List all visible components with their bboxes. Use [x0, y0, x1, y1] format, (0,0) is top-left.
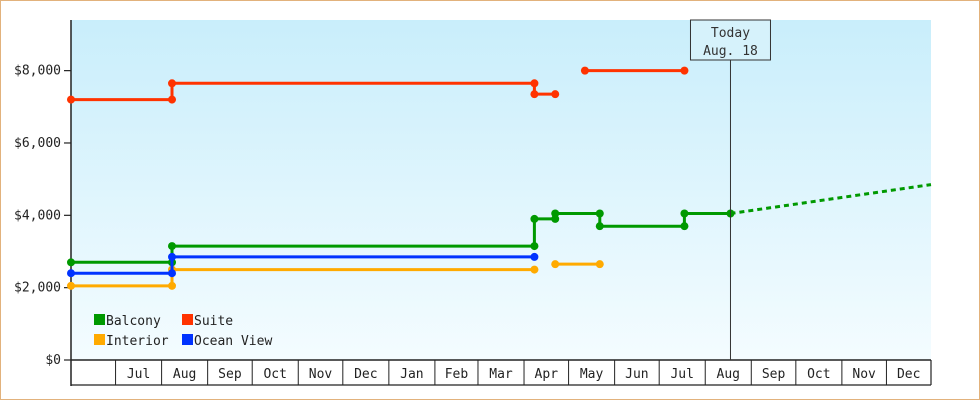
legend: Balcony Suite Interior Ocean View — [94, 314, 272, 349]
series-layer — [67, 66, 932, 290]
y-tick-label: $4,000 — [14, 208, 61, 223]
data-point-balcony[interactable] — [67, 258, 75, 267]
legend-item-interior: Interior — [94, 334, 169, 349]
data-point-interior[interactable] — [168, 281, 177, 290]
x-tick-label: Oct — [807, 367, 830, 382]
legend-item-suite: Suite — [182, 314, 233, 329]
today-date: Aug. 18 — [703, 44, 758, 59]
x-tick-label: Sep — [218, 367, 242, 382]
x-axis: Jul Aug Sep Oct Nov Dec Jan Feb Mar Apr May Jun Jul A… — [70, 359, 932, 386]
x-tick-label: Aug — [717, 367, 740, 382]
legend-label: Balcony — [106, 314, 161, 329]
data-point-balcony[interactable] — [168, 242, 177, 251]
legend-item-balcony: Balcony — [94, 314, 161, 329]
today-marker: Today Aug. 18 — [689, 19, 771, 360]
legend-item-ocean-view: Ocean View — [182, 334, 272, 349]
series-line-ocean-view — [71, 255, 535, 275]
series-line-interior — [71, 268, 535, 288]
y-tick-label: $6,000 — [14, 136, 61, 151]
legend-swatch — [182, 314, 193, 325]
y-tick-label: $0 — [45, 353, 61, 368]
y-tick-label: $8,000 — [14, 64, 61, 79]
legend-label: Ocean View — [194, 334, 272, 349]
x-tick-label: Dec — [354, 367, 377, 382]
data-point-interior[interactable] — [530, 265, 539, 274]
data-point-suite[interactable] — [551, 90, 560, 99]
x-tick-label: Jan — [400, 367, 423, 382]
x-tick-label: Jul — [670, 367, 693, 382]
data-point-interior[interactable] — [67, 281, 75, 290]
data-point-balcony[interactable] — [530, 214, 539, 223]
x-tick-label: Mar — [489, 367, 513, 382]
legend-label: Suite — [194, 314, 233, 329]
x-tick-label: Jul — [127, 367, 150, 382]
data-point-suite[interactable] — [580, 66, 589, 75]
data-point-interior[interactable] — [551, 260, 560, 269]
x-tick-label: Jun — [625, 367, 648, 382]
data-point-suite[interactable] — [530, 79, 539, 88]
data-point-ocean-view[interactable] — [168, 269, 177, 278]
legend-label: Interior — [106, 334, 169, 349]
data-point-suite[interactable] — [530, 90, 539, 99]
x-tick-label: Oct — [263, 367, 286, 382]
x-tick-label: Nov — [852, 367, 876, 382]
x-tick-label: Apr — [535, 367, 559, 382]
data-point-interior[interactable] — [595, 260, 604, 269]
series-projection-balcony — [730, 183, 932, 215]
data-point-balcony[interactable] — [551, 209, 560, 218]
series-suite — [67, 66, 689, 104]
x-tick-label: Nov — [309, 367, 333, 382]
data-point-balcony[interactable] — [680, 209, 689, 218]
y-axis: $0 $2,000 $4,000 $6,000 $8,000 — [14, 20, 72, 386]
legend-swatch — [94, 314, 105, 325]
x-tick-label: Dec — [897, 367, 920, 382]
data-point-balcony[interactable] — [595, 209, 604, 218]
y-tick-label: $2,000 — [14, 281, 61, 296]
data-point-balcony[interactable] — [595, 222, 604, 231]
data-point-ocean-view[interactable] — [67, 269, 75, 278]
x-tick-label: Feb — [445, 367, 469, 382]
data-point-suite[interactable] — [168, 79, 177, 88]
data-point-ocean-view[interactable] — [168, 252, 177, 261]
legend-swatch — [94, 334, 105, 345]
data-point-balcony[interactable] — [530, 242, 539, 251]
data-point-suite[interactable] — [168, 95, 177, 104]
x-tick-label: May — [580, 367, 604, 382]
data-point-balcony[interactable] — [680, 222, 689, 231]
data-point-ocean-view[interactable] — [530, 252, 539, 261]
legend-swatch — [182, 334, 193, 345]
data-point-suite[interactable] — [680, 66, 689, 75]
series-balcony — [67, 183, 932, 267]
x-tick-label: Sep — [762, 367, 786, 382]
plot-area — [71, 20, 931, 360]
series-ocean-view — [67, 252, 539, 278]
today-box — [689, 19, 771, 61]
data-point-suite[interactable] — [67, 95, 75, 104]
today-label: Today — [711, 26, 750, 41]
x-tick-label: Aug — [173, 367, 196, 382]
